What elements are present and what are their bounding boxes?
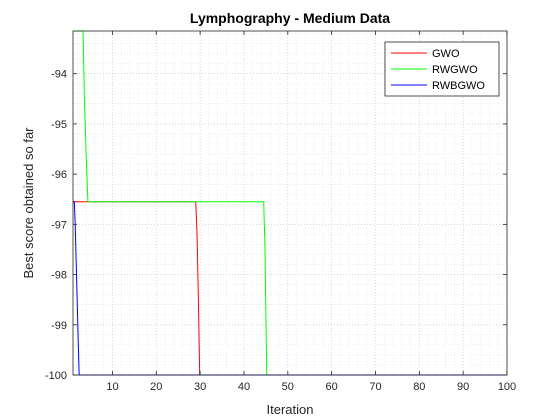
x-tick-label: 20 — [150, 381, 162, 393]
chart-title: Lymphography - Medium Data — [190, 10, 390, 26]
legend-label-gwo: GWO — [432, 48, 460, 60]
tick-layer: 10 20 30 40 50 60 70 80 90 100 -100 -99 -98 -97 -96 -95… — [45, 31, 516, 393]
x-tick-label: 100 — [498, 381, 516, 393]
x-tick-label: 40 — [238, 381, 250, 393]
x-tick-label: 60 — [326, 381, 338, 393]
x-tick-label: 70 — [369, 381, 381, 393]
plot-frame — [72, 30, 508, 376]
x-tick-label: 30 — [194, 381, 206, 393]
x-axis-label: Iteration — [267, 402, 314, 417]
x-tick-label: 80 — [413, 381, 425, 393]
x-tick-label: 90 — [457, 381, 469, 393]
legend-label-rwbgwo: RWBGWO — [432, 80, 485, 92]
legend-label-rwgwo: RWGWO — [432, 64, 478, 76]
y-tick-label: -96 — [51, 169, 67, 181]
series-line-rwgwo — [73, 30, 507, 376]
y-tick-label: -99 — [51, 320, 67, 332]
y-tick-label: -94 — [51, 69, 67, 81]
y-tick-label: -98 — [51, 270, 67, 282]
grid-layer — [73, 31, 508, 376]
x-tick-label: 10 — [106, 381, 118, 393]
y-tick-label: -100 — [45, 370, 67, 382]
y-axis-label: Best score obtained so far — [21, 127, 36, 279]
y-tick-label: -95 — [51, 119, 67, 131]
y-tick-label: -97 — [51, 219, 67, 231]
legend: GWO RWGWO RWBGWO — [384, 41, 500, 97]
x-tick-label: 50 — [282, 381, 294, 393]
